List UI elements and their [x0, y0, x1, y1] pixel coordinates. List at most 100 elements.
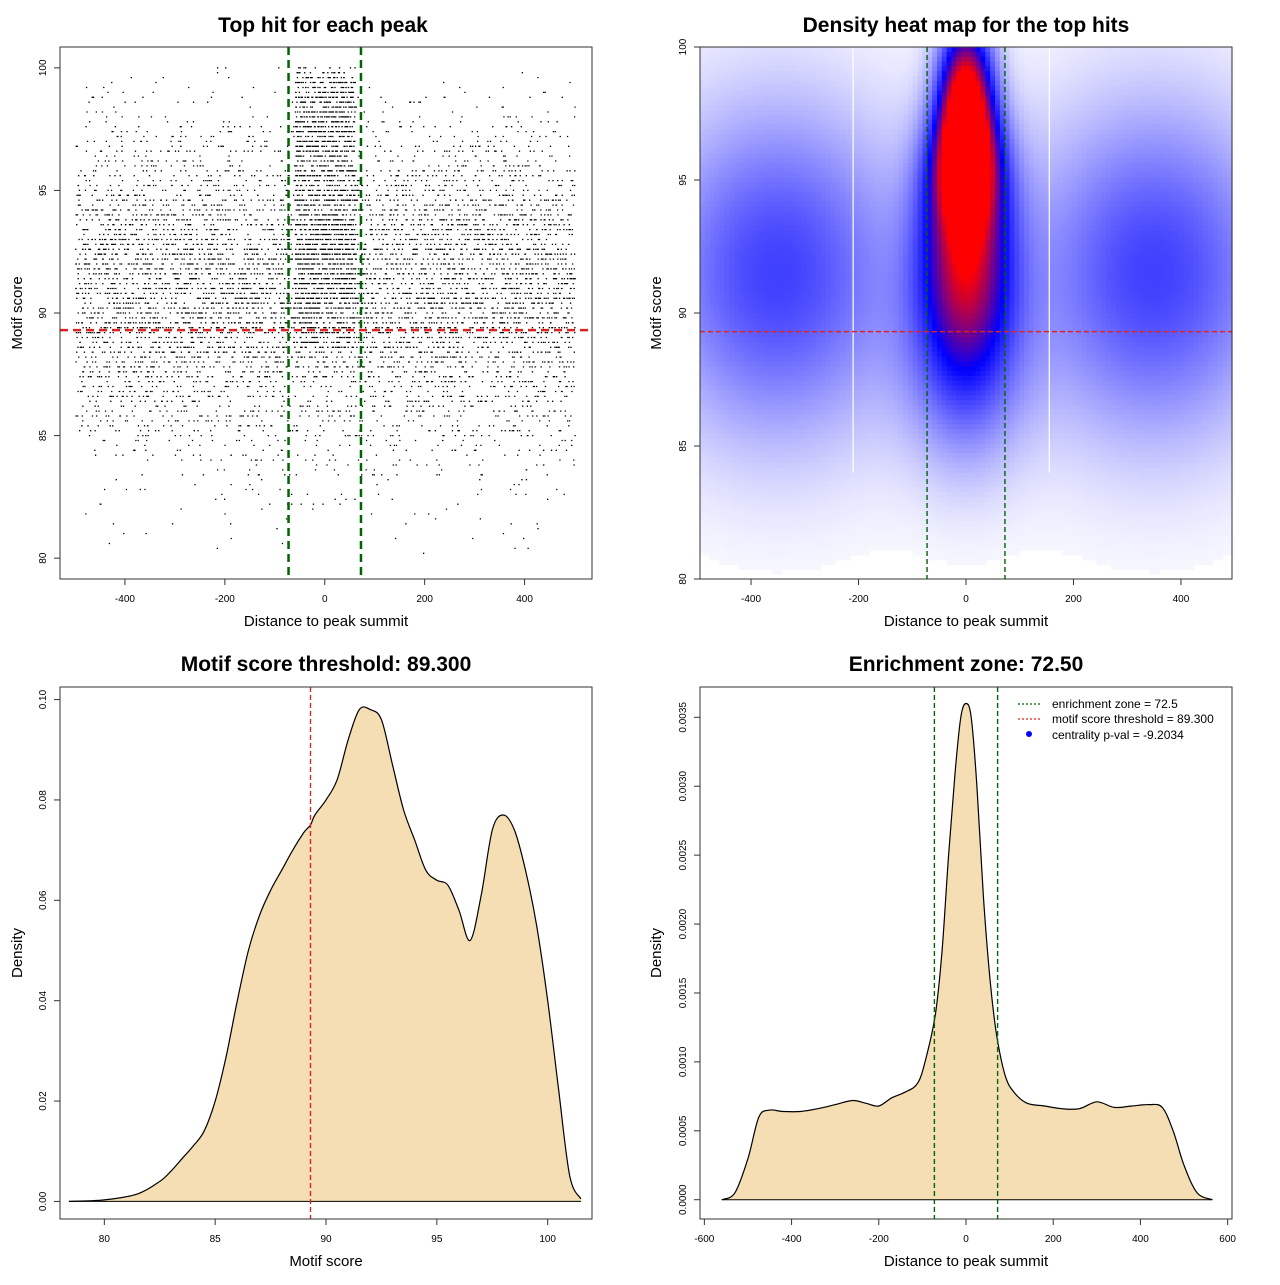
heatmap-cell [869, 444, 874, 449]
heatmap-cell [744, 168, 749, 173]
heatmap-cell [913, 439, 918, 444]
heatmap-cell [850, 526, 855, 531]
heatmap-cell [744, 535, 749, 540]
heatmap-cell [816, 463, 821, 468]
heatmap-cell [739, 545, 744, 550]
heatmap-cell [724, 473, 729, 478]
heatmap-cell [860, 468, 865, 473]
heatmap-cell [802, 468, 807, 473]
heatmap-cell [835, 289, 840, 294]
heatmap-cell [773, 168, 778, 173]
heatmap-cell [710, 226, 715, 231]
heatmap-cell [831, 216, 836, 221]
heatmap-cell [797, 448, 802, 453]
heatmap-cell [758, 197, 763, 202]
heatmap-cell [811, 86, 816, 91]
heatmap-cell [787, 526, 792, 531]
heatmap-cell [710, 400, 715, 405]
heatmap-cell [903, 313, 908, 318]
heatmap-cell [705, 245, 710, 250]
heatmap-cell [700, 313, 705, 318]
heatmap-cell [763, 487, 768, 492]
heatmap-cell [715, 173, 720, 178]
heatmap-cell [864, 381, 869, 386]
heatmap-cell [744, 371, 749, 376]
heatmap-cell [700, 265, 705, 270]
heatmap-cell [739, 448, 744, 453]
heatmap-cell [826, 144, 831, 149]
heatmap-cell [782, 342, 787, 347]
heatmap-cell [816, 357, 821, 362]
heatmap-cell [739, 211, 744, 216]
heatmap-cell [821, 521, 826, 526]
heatmap-cell [748, 386, 753, 391]
heatmap-cell [908, 57, 913, 62]
heatmap-cell [835, 192, 840, 197]
heatmap-cell [763, 318, 768, 323]
heatmap-cell [860, 434, 865, 439]
heatmap-cell [903, 410, 908, 415]
heatmap-cell [898, 274, 903, 279]
heatmap-cell [715, 245, 720, 250]
heatmap-cell [777, 468, 782, 473]
heatmap-cell [864, 202, 869, 207]
heatmap-cell [864, 91, 869, 96]
heatmap-cell [918, 260, 923, 265]
heatmap-cell [879, 153, 884, 158]
heatmap-cell [864, 400, 869, 405]
heatmap-cell [777, 100, 782, 105]
heatmap-cell [739, 516, 744, 521]
heatmap-cell [797, 120, 802, 125]
heatmap-cell [700, 511, 705, 516]
heatmap-cell [884, 62, 889, 67]
heatmap-cell [768, 158, 773, 163]
heatmap-cell [705, 376, 710, 381]
heatmap-cell [763, 535, 768, 540]
heatmap-cell [719, 168, 724, 173]
heatmap-cell [874, 357, 879, 362]
heatmap-cell [700, 153, 705, 158]
heatmap-cell [898, 366, 903, 371]
heatmap-cell [744, 71, 749, 76]
heatmap-cell [792, 381, 797, 386]
heatmap-cell [782, 105, 787, 110]
heatmap-cell [792, 337, 797, 342]
heatmap-cell [705, 81, 710, 86]
heatmap-cell [811, 473, 816, 478]
heatmap-cell [773, 284, 778, 289]
heatmap-cell [874, 342, 879, 347]
heatmap-cell [918, 95, 923, 100]
heatmap-cell [860, 531, 865, 536]
heatmap-cell [913, 448, 918, 453]
heatmap-cell [879, 76, 884, 81]
heatmap-cell [831, 105, 836, 110]
heatmap-cell [787, 153, 792, 158]
heatmap-cell [777, 506, 782, 511]
heatmap-cell [753, 463, 758, 468]
heatmap-cell [710, 124, 715, 129]
heatmap-cell [835, 269, 840, 274]
heatmap-cell [903, 366, 908, 371]
heatmap-cell [893, 202, 898, 207]
heatmap-cell [811, 57, 816, 62]
heatmap-cell [773, 279, 778, 284]
heatmap-cell [835, 415, 840, 420]
heatmap-cell [739, 347, 744, 352]
heatmap-cell [768, 439, 773, 444]
heatmap-cell [835, 52, 840, 57]
heatmap-cell [918, 298, 923, 303]
heatmap-cell [763, 492, 768, 497]
heatmap-cell [758, 531, 763, 536]
heatmap-cell [734, 492, 739, 497]
heatmap-cell [835, 298, 840, 303]
heatmap-cell [864, 535, 869, 540]
heatmap-cell [797, 71, 802, 76]
heatmap-cell [816, 298, 821, 303]
heatmap-cell [758, 487, 763, 492]
heatmap-cell [700, 129, 705, 134]
heatmap-cell [753, 81, 758, 86]
heatmap-cell [797, 105, 802, 110]
heatmap-cell [884, 545, 889, 550]
heatmap-cell [879, 52, 884, 57]
heatmap-cell [705, 342, 710, 347]
